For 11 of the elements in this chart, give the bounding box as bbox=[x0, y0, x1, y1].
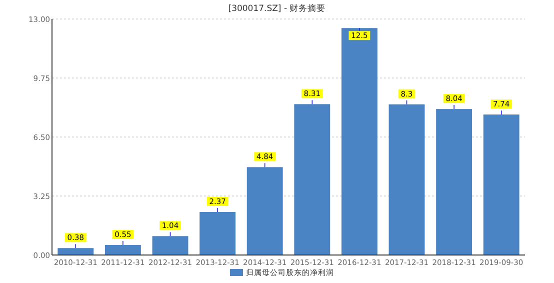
bar bbox=[200, 212, 236, 255]
bar bbox=[294, 104, 330, 255]
bar bbox=[436, 109, 472, 255]
bar bbox=[104, 245, 141, 255]
bar bbox=[58, 248, 94, 255]
bar bbox=[483, 114, 520, 255]
bar bbox=[388, 104, 425, 255]
bar bbox=[341, 28, 378, 255]
chart-title: [300017.SZ] - 财务摘要 bbox=[228, 3, 326, 14]
bar bbox=[152, 236, 188, 255]
bar bbox=[246, 167, 283, 255]
